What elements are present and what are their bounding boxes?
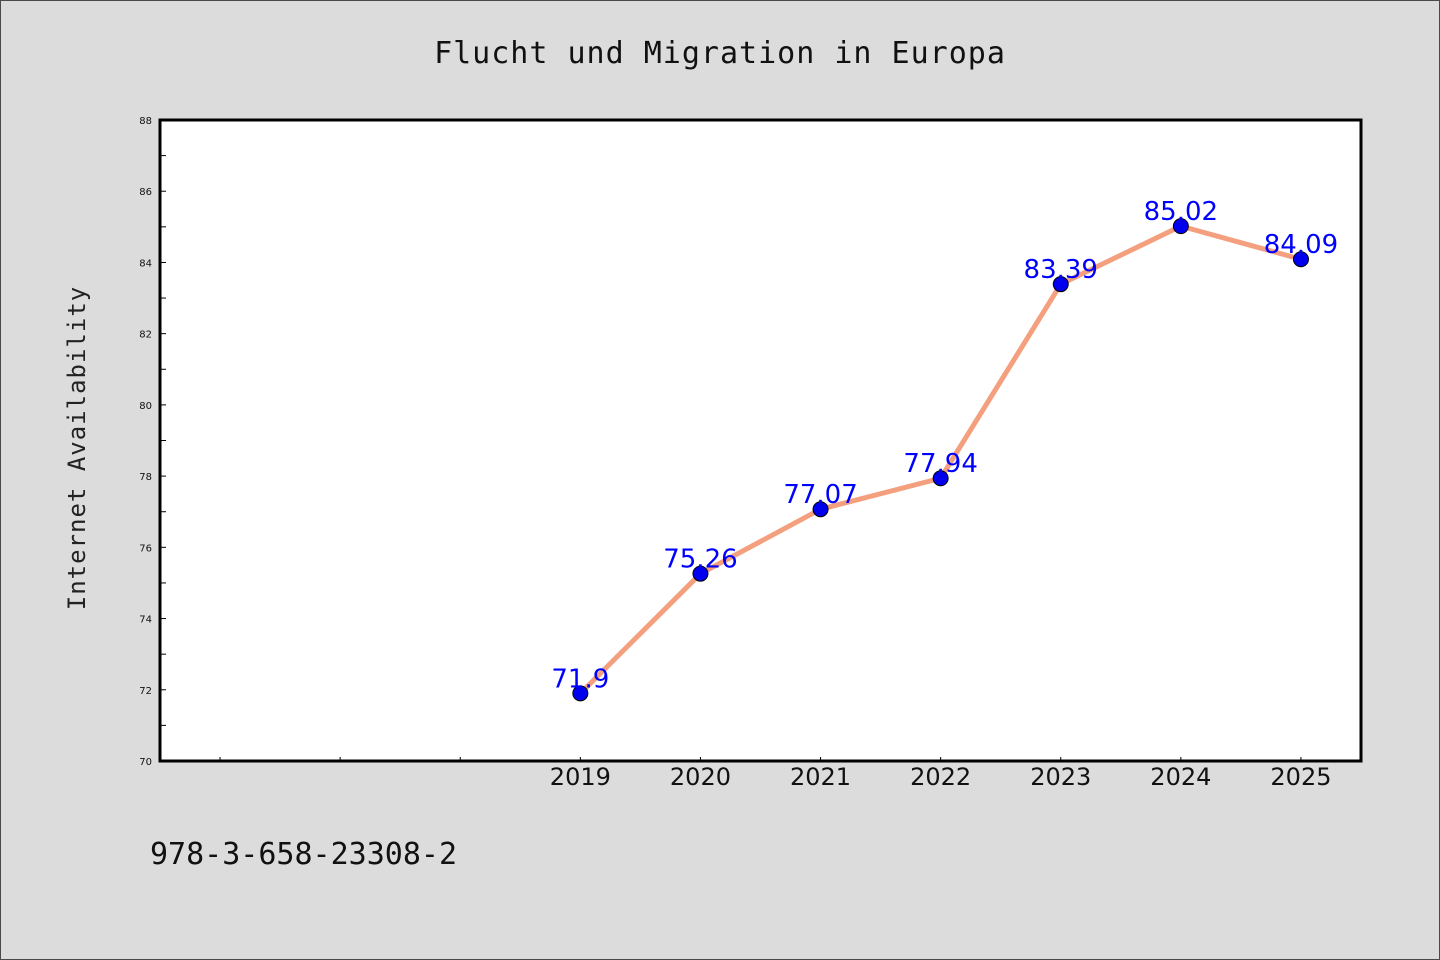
footer-isbn: 978-3-658-23308-2 (150, 837, 457, 872)
data-point (812, 501, 829, 518)
x-tick-label: 2023 (1030, 763, 1091, 791)
y-tick-label: 80 (139, 401, 152, 412)
y-axis-label: Internet Availability (63, 286, 91, 610)
y-tick-label: 74 (139, 615, 152, 626)
data-label: 75.26 (663, 545, 737, 575)
data-point (572, 685, 589, 702)
chart-title: Flucht und Migration in Europa (434, 36, 1006, 71)
data-point (932, 470, 949, 487)
data-point (692, 565, 709, 582)
data-label: 84.09 (1264, 230, 1338, 260)
data-point (1292, 251, 1309, 268)
y-tick-label: 76 (139, 543, 152, 554)
data-point (1172, 218, 1189, 235)
x-tick-label: 2022 (910, 763, 971, 791)
x-tick-label: 2021 (790, 763, 851, 791)
y-tick-label: 84 (139, 258, 152, 269)
data-label: 85.02 (1144, 197, 1218, 227)
y-tick-label: 88 (139, 116, 152, 127)
x-tick-label: 2020 (670, 763, 731, 791)
data-label: 77.07 (783, 480, 857, 510)
x-tick-label: 2024 (1150, 763, 1211, 791)
plot-area (158, 118, 1363, 763)
x-tick-label: 2019 (550, 763, 611, 791)
data-label: 71.9 (551, 664, 609, 694)
y-tick-label: 86 (139, 187, 152, 198)
y-tick-label: 78 (139, 472, 152, 483)
data-label: 77.94 (903, 449, 977, 479)
y-tick-label: 82 (139, 330, 152, 341)
x-tick-label: 2025 (1270, 763, 1331, 791)
y-tick-label: 70 (139, 757, 152, 768)
data-point (1052, 276, 1069, 293)
data-label: 83.39 (1024, 255, 1098, 285)
y-tick-label: 72 (139, 686, 152, 697)
